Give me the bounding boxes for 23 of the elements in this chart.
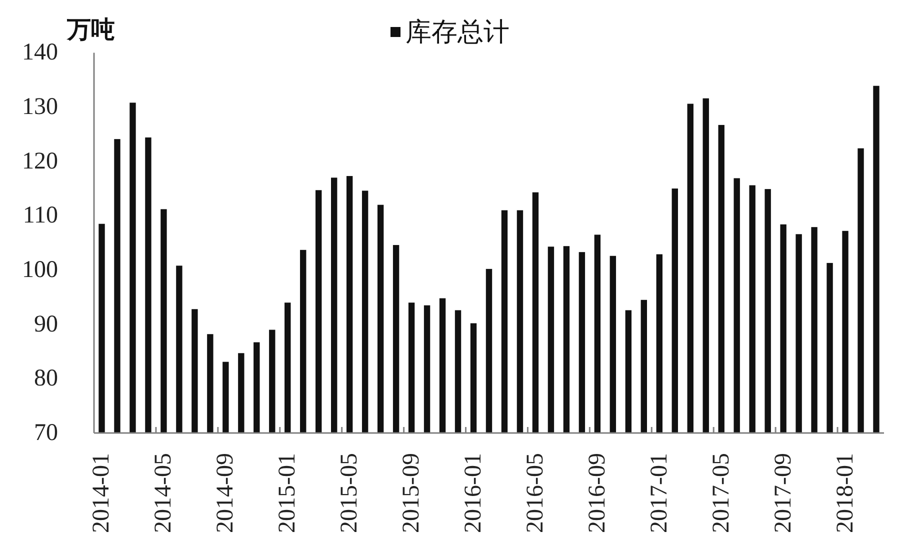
x-tick-label: 2017-09 — [770, 453, 796, 533]
y-tick-label: 100 — [22, 257, 58, 284]
x-tick-label: 2017-05 — [708, 453, 734, 533]
x-tick-label: 2014-01 — [88, 453, 115, 533]
x-tick-label: 2015-01 — [274, 453, 301, 533]
y-tick-label: 120 — [22, 148, 58, 174]
x-tick-label: 2014-05 — [150, 453, 177, 533]
y-axis-title: 万吨 — [66, 16, 115, 44]
x-tick-label: 2015-05 — [336, 453, 363, 533]
x-tick-label: 2014-09 — [212, 453, 239, 533]
x-tick-label: 2016-01 — [460, 453, 487, 533]
y-tick-label: 140 — [22, 40, 58, 66]
x-tick-label: 2018-01 — [832, 453, 858, 533]
legend-label: 库存总计 — [406, 18, 510, 46]
x-tick-label: 2015-09 — [398, 453, 425, 533]
y-tick-label: 90 — [34, 311, 58, 338]
x-tick-label: 2016-09 — [584, 453, 610, 533]
y-tick-label: 110 — [22, 202, 58, 229]
x-tick-label: 2017-01 — [646, 453, 672, 533]
y-tick-label: 70 — [34, 420, 58, 446]
y-tick-label: 80 — [34, 366, 58, 392]
y-tick-label: 130 — [22, 94, 58, 120]
x-tick-label: 2016-05 — [522, 453, 548, 533]
